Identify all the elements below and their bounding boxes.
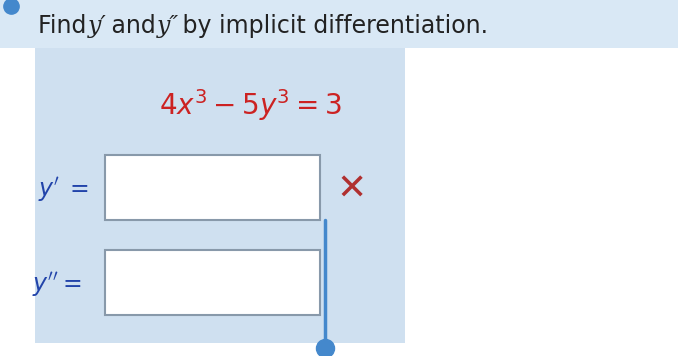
- Bar: [0, 0, 678, 48]
- Text: Find: Find: [38, 14, 94, 38]
- Text: $y' \;=$: $y' \;=$: [38, 176, 89, 204]
- Bar: [35, 48, 405, 343]
- Bar: [105, 250, 320, 315]
- Text: y′: y′: [88, 15, 106, 37]
- Text: by implicit differentiation.: by implicit differentiation.: [175, 14, 488, 38]
- Text: $4x^3 - 5y^3 = 3$: $4x^3 - 5y^3 = 3$: [159, 87, 341, 123]
- Text: ✕: ✕: [337, 173, 367, 207]
- Bar: [105, 155, 320, 220]
- Text: and: and: [104, 14, 163, 38]
- Text: y″: y″: [157, 15, 179, 37]
- Text: $y'' =$: $y'' =$: [32, 271, 81, 299]
